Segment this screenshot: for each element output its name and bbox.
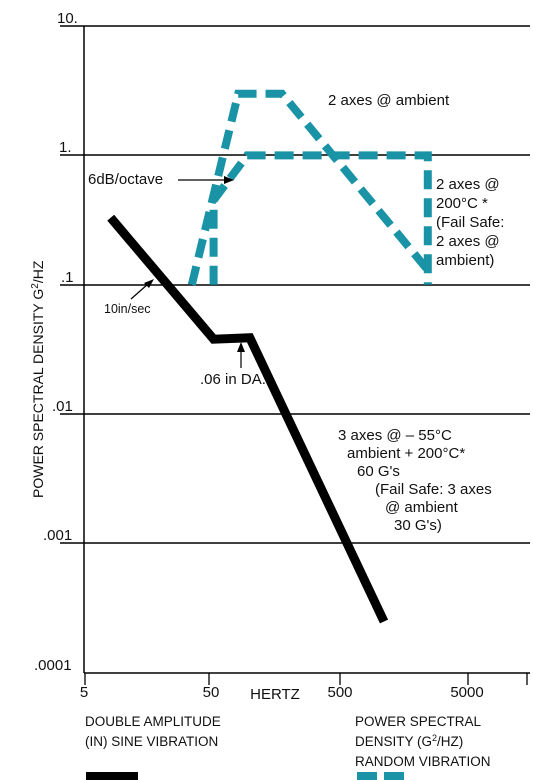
- annotation-3-axes-line3: 60 G's: [357, 463, 400, 480]
- annotation-6db-octave: 6dB/octave: [88, 171, 163, 188]
- y-axis-title: POWER SPECTRAL DENSITY G2/HZ: [30, 260, 46, 498]
- plot-frame: [60, 25, 530, 674]
- x-ticks: 5 50 500 5000 HERTZ: [80, 673, 528, 703]
- y-tick-label: .0001: [34, 657, 72, 674]
- legend-random-line3: RANDOM VIBRATION: [355, 754, 491, 769]
- series-random-vibration-ambient: [187, 89, 431, 286]
- y-tick-label: .1: [61, 269, 74, 286]
- arrow-10in-head: [144, 279, 154, 288]
- annotation-3-axes-line5: @ ambient: [385, 499, 459, 516]
- legend-random-sup: 2: [432, 733, 437, 743]
- legend-random-dens: DENSITY (G: [355, 734, 432, 749]
- legend: DOUBLE AMPLITUDE (IN) SINE VIBRATION POW…: [85, 714, 491, 780]
- annotation-06-in-da: .06 in DA.: [200, 371, 266, 388]
- arrow-6db-head: [224, 176, 234, 184]
- y-tick-label: .01: [52, 398, 73, 415]
- legend-random-line2: DENSITY (G2/HZ): [355, 733, 463, 749]
- series-random-vibration-200c: [209, 151, 432, 285]
- legend-sine-line2: (IN) SINE VIBRATION: [85, 734, 218, 749]
- legend-random-swatch-2: [384, 772, 404, 780]
- y-axis-title-main: POWER SPECTRAL DENSITY G: [30, 289, 46, 498]
- y-axis-title-unit: /HZ: [30, 260, 46, 283]
- legend-sine-swatch: [86, 772, 138, 780]
- annotation-3-axes-line6: 30 G's): [394, 517, 442, 534]
- legend-random-line1: POWER SPECTRAL: [355, 714, 482, 729]
- annotation-200c-line1: 2 axes @: [436, 176, 500, 193]
- series-sine-vibration: [107, 214, 389, 624]
- arrow-10in-line: [130, 283, 149, 300]
- annotations: 2 axes @ ambient 6dB/octave 2 axes @ 200…: [88, 92, 504, 534]
- x-tick-label: 5000: [450, 684, 483, 701]
- y-tick-label: .001: [43, 527, 72, 544]
- x-axis-title: HERTZ: [250, 686, 300, 703]
- annotation-3-axes-line2: ambient + 200°C*: [347, 445, 465, 462]
- arrow-da-head: [237, 342, 245, 352]
- legend-random-unit: /HZ): [437, 734, 463, 749]
- legend-sine-line1: DOUBLE AMPLITUDE: [85, 714, 221, 729]
- x-tick-label: 5: [80, 684, 88, 701]
- annotation-200c-line3: (Fail Safe:: [436, 214, 504, 231]
- annotation-200c-line2: 200°C *: [436, 195, 488, 212]
- annotation-200c-line5: ambient): [436, 252, 494, 269]
- annotation-2-axes-ambient: 2 axes @ ambient: [328, 92, 450, 109]
- annotation-3-axes-line1: 3 axes @ – 55°C: [338, 427, 452, 444]
- legend-random-swatch-1: [357, 772, 377, 780]
- annotation-3-axes-line4: (Fail Safe: 3 axes: [375, 481, 492, 498]
- y-tick-label: 1.: [59, 139, 72, 156]
- y-tick-label: 10.: [57, 10, 78, 27]
- annotation-200c-line4: 2 axes @: [436, 233, 500, 250]
- y-ticks: 10. 1. .1 .01 .001 .0001: [34, 10, 78, 674]
- annotation-10in-sec: 10in/sec: [104, 302, 151, 316]
- y-axis-title-superscript: 2: [30, 283, 41, 289]
- series-layer: [107, 89, 432, 624]
- x-tick-label: 500: [327, 684, 352, 701]
- x-tick-label: 50: [203, 684, 220, 701]
